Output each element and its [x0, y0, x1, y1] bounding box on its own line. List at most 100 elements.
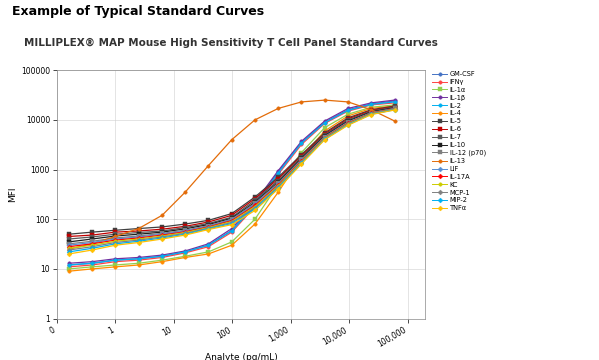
- IFNγ: [252, 204, 259, 209]
- IL-4: [274, 190, 282, 194]
- IL-12 (p70): [159, 231, 166, 235]
- TNFα: [368, 112, 375, 117]
- IFNγ: [391, 101, 398, 105]
- Line: IL-13: IL-13: [67, 98, 397, 251]
- IL-1α: [344, 112, 352, 116]
- IL-2: [112, 258, 119, 262]
- GM-CSF: [159, 254, 166, 258]
- IL-4: [65, 269, 72, 273]
- IL-2: [65, 263, 72, 267]
- IL-12 (p70): [321, 135, 328, 139]
- IL-12 (p70): [181, 228, 189, 233]
- IL-7: [159, 229, 166, 233]
- MIP-2: [321, 137, 328, 141]
- IL-2: [181, 250, 189, 254]
- LIF: [159, 232, 166, 237]
- IL-12 (p70): [252, 201, 259, 206]
- IL-12 (p70): [65, 242, 72, 246]
- IL-13: [65, 247, 72, 251]
- IL-7: [344, 118, 352, 122]
- Line: IL-6: IL-6: [67, 105, 397, 238]
- IFNγ: [135, 258, 142, 262]
- IL-17A: [228, 219, 235, 223]
- TNFα: [321, 138, 328, 142]
- IL-6: [252, 197, 259, 201]
- IL-17A: [159, 233, 166, 237]
- IL-2: [159, 254, 166, 258]
- TNFα: [298, 162, 305, 166]
- MCP-1: [298, 160, 305, 165]
- LIF: [228, 217, 235, 222]
- IL-2: [135, 257, 142, 261]
- IL-7: [135, 230, 142, 235]
- MCP-1: [368, 112, 375, 116]
- KC: [135, 237, 142, 241]
- MIP-2: [391, 108, 398, 112]
- IL-4: [228, 243, 235, 247]
- IL-2: [321, 121, 328, 125]
- IL-7: [181, 225, 189, 230]
- IL-13: [368, 108, 375, 112]
- IL-4: [112, 265, 119, 269]
- IL-4: [135, 263, 142, 267]
- KC: [65, 246, 72, 251]
- MCP-1: [65, 248, 72, 252]
- MCP-1: [159, 235, 166, 239]
- TNFα: [181, 233, 189, 237]
- IL-1β: [159, 253, 166, 257]
- IL-5: [298, 152, 305, 157]
- IL-12 (p70): [368, 111, 375, 115]
- IFNγ: [112, 260, 119, 264]
- IL-13: [89, 242, 96, 246]
- Line: TNFα: TNFα: [67, 108, 397, 256]
- IL-6: [89, 233, 96, 237]
- IL-1α: [252, 217, 259, 221]
- IL-1β: [65, 261, 72, 265]
- GM-CSF: [252, 202, 259, 206]
- X-axis label: Analyte (pg/mL): Analyte (pg/mL): [205, 353, 277, 360]
- IL-2: [89, 261, 96, 265]
- IL-1α: [298, 150, 305, 155]
- IL-1α: [368, 105, 375, 109]
- IL-1α: [274, 183, 282, 187]
- IL-1β: [298, 139, 305, 144]
- IL-1α: [135, 261, 142, 265]
- MCP-1: [112, 240, 119, 245]
- IL-4: [391, 104, 398, 108]
- IL-5: [368, 108, 375, 112]
- IL-5: [65, 232, 72, 237]
- GM-CSF: [181, 250, 189, 254]
- IL-7: [321, 133, 328, 137]
- IL-13: [135, 226, 142, 231]
- IFNγ: [274, 172, 282, 176]
- IL-4: [368, 106, 375, 111]
- IL-7: [65, 237, 72, 241]
- IL-13: [344, 100, 352, 104]
- LIF: [252, 202, 259, 206]
- IFNγ: [344, 109, 352, 113]
- IL-1β: [228, 226, 235, 231]
- IL-12 (p70): [391, 106, 398, 111]
- MCP-1: [391, 107, 398, 112]
- GM-CSF: [89, 261, 96, 265]
- KC: [181, 230, 189, 235]
- IL-7: [391, 105, 398, 109]
- MIP-2: [252, 207, 259, 211]
- IL-6: [159, 227, 166, 231]
- MIP-2: [368, 112, 375, 116]
- GM-CSF: [298, 140, 305, 145]
- Line: IL-1β: IL-1β: [67, 98, 397, 265]
- IL-7: [228, 215, 235, 219]
- IL-4: [252, 222, 259, 226]
- MCP-1: [205, 226, 212, 230]
- IL-6: [228, 213, 235, 217]
- Legend: GM-CSF, IFNγ, IL-1α, IL-1β, IL-2, IL-4, IL-5, IL-6, IL-7, IL-10, IL-12 (p70), IL: GM-CSF, IFNγ, IL-1α, IL-1β, IL-2, IL-4, …: [432, 71, 486, 211]
- IL-17A: [274, 183, 282, 187]
- IL-10: [89, 237, 96, 241]
- IL-4: [205, 252, 212, 256]
- IL-2: [368, 102, 375, 107]
- IL-6: [344, 117, 352, 121]
- IL-1β: [89, 260, 96, 264]
- TNFα: [391, 108, 398, 112]
- Line: IL-12 (p70): IL-12 (p70): [67, 107, 397, 246]
